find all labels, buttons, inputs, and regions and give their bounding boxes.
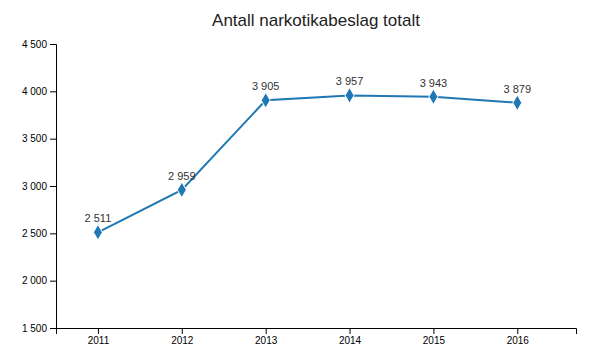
marker [513,95,522,111]
y-tick-mark [50,44,56,45]
x-axis-line [57,329,577,335]
y-tick: 4 000 [22,86,56,97]
data-label: 3 879 [504,83,532,95]
y-tick-mark [50,186,56,187]
x-tick-label: 2015 [423,335,446,346]
y-tick: 3 500 [22,133,56,144]
x-tick: 2015 [423,328,446,346]
data-labels: 2 511 2 959 3 905 3 957 3 943 3 879 [85,75,531,224]
x-tick-mark [433,328,434,334]
y-tick-label: 3 000 [22,181,47,192]
y-tick-mark [50,91,56,92]
y-tick-mark [50,281,56,282]
marker [345,88,354,104]
x-tick: 2013 [255,328,278,346]
y-tick: 2 500 [22,228,56,239]
y-tick-label: 2 000 [22,275,47,286]
x-tick: 2016 [507,328,530,346]
data-label: 3 957 [336,75,364,87]
data-label: 3 943 [420,77,448,89]
y-tick-label: 1 500 [22,323,47,334]
y-tick-label: 2 500 [22,228,47,239]
plot: 2011 2012 2013 2014 2015 2016 1 500 2 000 2 500 3… [22,39,577,346]
y-tick-mark [50,233,56,234]
marks [93,88,521,240]
y-axis-line [50,45,57,329]
x-tick-mark [182,328,183,334]
marker [93,225,102,241]
y-tick-mark [50,328,56,329]
marker [261,93,270,109]
data-label: 2 959 [168,170,196,182]
y-tick: 1 500 [22,323,56,334]
x-tick: 2012 [171,328,194,346]
x-tick-mark [266,328,267,334]
chart: 2011 2012 2013 2014 2015 2016 1 500 2 000 2 500 3… [0,0,600,360]
marker [429,89,438,105]
x-tick-label: 2012 [171,335,194,346]
y-tick-label: 4 000 [22,86,47,97]
y-tick-label: 3 500 [22,133,47,144]
data-label: 3 905 [252,80,280,92]
y-tick: 4 500 [22,39,56,50]
y-tick: 2 000 [22,275,56,286]
y-tick: 3 000 [22,181,56,192]
x-tick-label: 2011 [88,335,110,346]
y-tick-label: 4 500 [22,39,47,50]
y-axis: 1 500 2 000 2 500 3 000 3 500 4 000 4 500 [22,39,57,334]
title: Antall narkotikabeslag totalt [212,11,420,30]
y-tick-mark [50,139,56,140]
data-label: 2 511 [85,212,112,224]
x-tick-mark [98,328,99,334]
x-tick: 2014 [339,328,362,346]
x-tick-label: 2013 [255,335,278,346]
line [98,95,517,232]
x-tick-mark [350,328,351,334]
x-tick-mark [517,328,518,334]
x-axis: 2011 2012 2013 2014 2015 2016 [57,328,577,346]
x-tick-label: 2014 [339,335,362,346]
x-tick-label: 2016 [507,335,530,346]
marker [177,182,186,198]
x-tick: 2011 [88,328,110,346]
